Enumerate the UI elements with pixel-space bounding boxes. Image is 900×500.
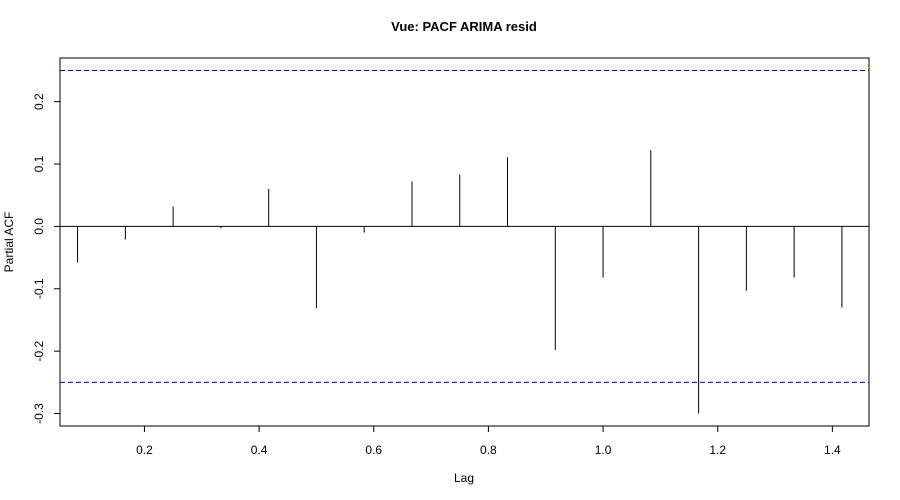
x-axis-label: Lag — [454, 471, 474, 485]
y-tick-label: -0.1 — [32, 278, 46, 299]
chart-title: Vue: PACF ARIMA resid — [391, 19, 537, 34]
x-tick-label: 1.0 — [595, 443, 612, 457]
x-tick-label: 1.2 — [709, 443, 726, 457]
y-tick-label: -0.3 — [32, 403, 46, 424]
y-tick-label: 0.1 — [32, 155, 46, 172]
y-axis-label: Partial ACF — [2, 212, 16, 273]
x-tick-label: 1.4 — [824, 443, 841, 457]
x-tick-label: 0.8 — [480, 443, 497, 457]
plot-frame — [59, 57, 870, 427]
x-tick-label: 0.2 — [136, 443, 153, 457]
y-tick-label: 0.0 — [32, 218, 46, 235]
y-tick-label: 0.2 — [32, 93, 46, 110]
x-tick-label: 0.6 — [365, 443, 382, 457]
y-tick-label: -0.2 — [32, 340, 46, 361]
x-tick-label: 0.4 — [251, 443, 268, 457]
